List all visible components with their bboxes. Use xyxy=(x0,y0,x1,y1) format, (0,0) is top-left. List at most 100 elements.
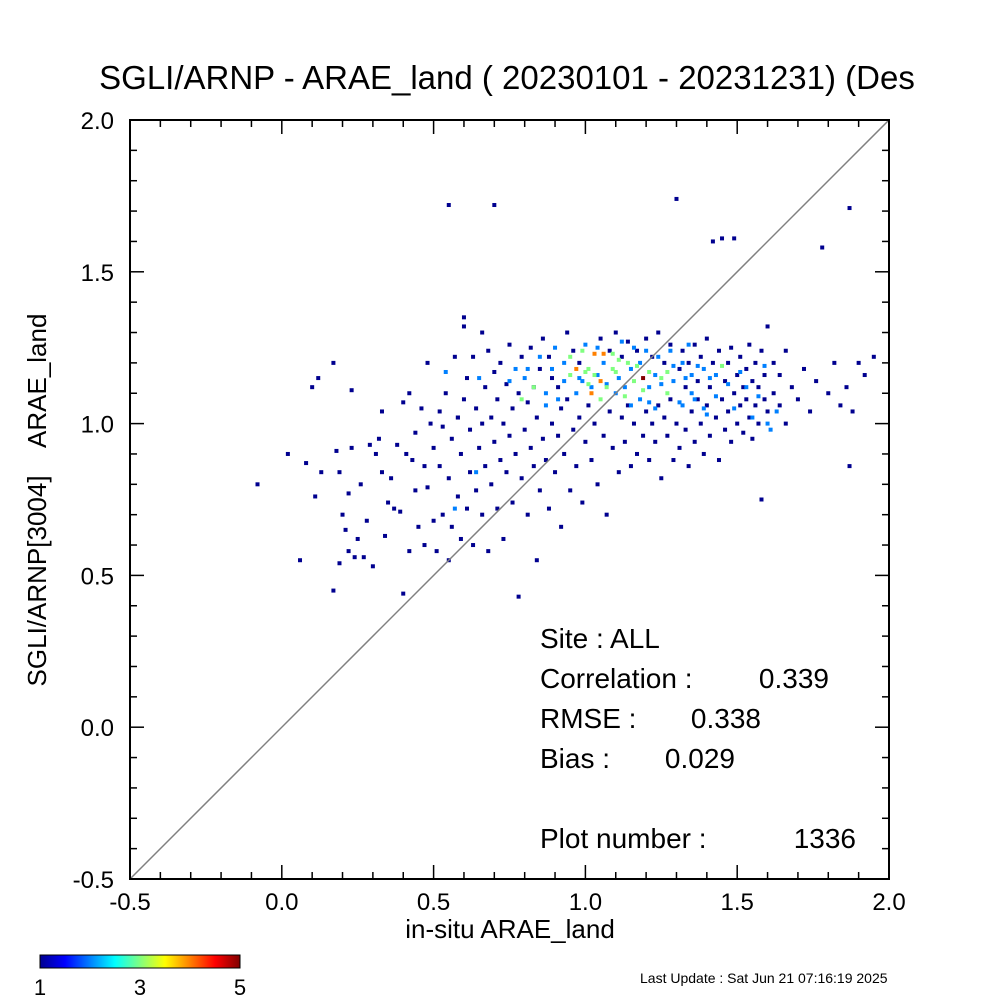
data-point xyxy=(343,527,348,532)
data-point xyxy=(610,445,615,450)
data-point xyxy=(631,379,636,384)
data-point xyxy=(674,196,679,201)
data-point xyxy=(543,403,548,408)
data-point xyxy=(413,488,418,493)
x-tick-label: 0.0 xyxy=(265,889,298,916)
data-point xyxy=(774,409,779,414)
colorbar xyxy=(39,954,241,969)
data-point xyxy=(562,379,567,384)
data-point xyxy=(638,360,643,365)
data-point xyxy=(601,433,606,438)
data-point xyxy=(559,406,564,411)
data-point xyxy=(349,445,354,450)
data-point xyxy=(425,485,430,490)
data-point xyxy=(750,436,755,441)
data-point xyxy=(847,206,852,211)
data-point xyxy=(586,382,591,387)
data-point xyxy=(710,360,715,365)
data-point xyxy=(519,354,524,359)
data-point xyxy=(583,342,588,347)
data-point xyxy=(668,348,673,353)
data-point xyxy=(808,409,813,414)
data-point xyxy=(331,588,336,593)
data-point xyxy=(553,345,558,350)
data-point xyxy=(556,385,561,390)
data-point xyxy=(422,543,427,548)
data-point xyxy=(455,494,460,499)
data-point xyxy=(704,403,709,408)
data-point xyxy=(777,373,782,378)
data-point xyxy=(847,464,852,469)
data-point xyxy=(628,366,633,371)
data-point xyxy=(401,591,406,596)
data-point xyxy=(376,436,381,441)
data-point xyxy=(701,406,706,411)
data-point xyxy=(619,339,624,344)
data-point xyxy=(337,470,342,475)
data-point xyxy=(723,379,728,384)
data-point xyxy=(683,385,688,390)
data-point xyxy=(574,366,579,371)
data-point xyxy=(452,354,457,359)
data-point xyxy=(692,439,697,444)
data-point xyxy=(689,409,694,414)
data-point xyxy=(489,482,494,487)
site-label: Site : ALL xyxy=(540,623,660,654)
data-point xyxy=(580,348,585,353)
data-point xyxy=(562,451,567,456)
data-point xyxy=(674,421,679,426)
data-point xyxy=(716,458,721,463)
data-point xyxy=(434,549,439,554)
data-point xyxy=(437,464,442,469)
data-point xyxy=(531,464,536,469)
data-point xyxy=(622,394,627,399)
data-point xyxy=(571,427,576,432)
data-point xyxy=(686,342,691,347)
data-point xyxy=(571,348,576,353)
data-point xyxy=(422,464,427,469)
bias-value: 0.029 xyxy=(665,743,735,774)
data-point xyxy=(686,464,691,469)
data-point xyxy=(628,403,633,408)
data-point xyxy=(750,379,755,384)
y-tick-label: 2.0 xyxy=(81,108,114,135)
data-point xyxy=(446,203,451,208)
data-point xyxy=(601,351,606,356)
data-point xyxy=(668,397,673,402)
data-point xyxy=(753,360,758,365)
data-point xyxy=(856,360,861,365)
data-point xyxy=(850,409,855,414)
data-point xyxy=(525,400,530,405)
data-point xyxy=(638,397,643,402)
data-point xyxy=(616,470,621,475)
data-point xyxy=(589,458,594,463)
data-point xyxy=(635,348,640,353)
data-point xyxy=(647,369,652,374)
y-tick-label: 1.5 xyxy=(81,260,114,287)
data-point xyxy=(720,236,725,241)
data-point xyxy=(404,451,409,456)
data-point xyxy=(759,348,764,353)
data-point xyxy=(795,397,800,402)
data-point xyxy=(565,397,570,402)
data-point xyxy=(704,412,709,417)
data-point xyxy=(744,385,749,390)
data-point xyxy=(662,415,667,420)
data-point xyxy=(510,406,515,411)
data-point xyxy=(516,594,521,599)
data-point xyxy=(844,385,849,390)
data-point xyxy=(461,324,466,329)
data-point xyxy=(443,369,448,374)
data-point xyxy=(662,360,667,365)
data-point xyxy=(413,430,418,435)
data-point xyxy=(771,360,776,365)
data-point xyxy=(580,500,585,505)
data-point xyxy=(756,421,761,426)
axis-ticks xyxy=(129,119,890,880)
data-point xyxy=(713,415,718,420)
data-point xyxy=(498,458,503,463)
data-point xyxy=(607,409,612,414)
data-point xyxy=(695,379,700,384)
data-point xyxy=(589,391,594,396)
data-point xyxy=(495,506,500,511)
